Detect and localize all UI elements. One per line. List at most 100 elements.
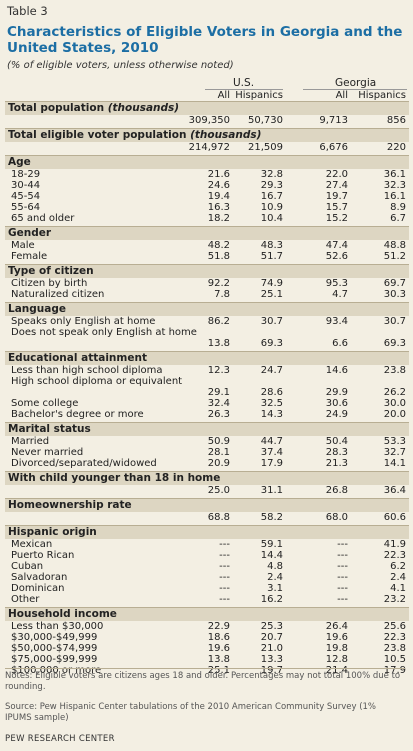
section-header: Language xyxy=(5,302,409,316)
section-header: Marital status xyxy=(5,422,409,436)
group-georgia: Georgia xyxy=(335,77,377,89)
value-us-all: 28.1 xyxy=(207,447,230,458)
value-ga-all: --- xyxy=(337,583,348,594)
row-label: Speaks only English at home xyxy=(11,316,156,327)
section-header: Gender xyxy=(5,226,409,240)
table-row: Naturalized citizen 7.8 25.1 4.7 30.3 xyxy=(5,289,409,300)
row-label: Married xyxy=(11,436,50,447)
value-us-hispanics: 21.0 xyxy=(260,643,283,654)
value-ga-all: 6.6 xyxy=(332,338,348,349)
value-ga-hispanics: 20.0 xyxy=(383,409,406,420)
row-label: $75,000-$99,999 xyxy=(11,654,98,665)
value-us-hispanics: 4.8 xyxy=(267,561,283,572)
value-ga-all: --- xyxy=(337,594,348,605)
table-row: 68.8 58.2 68.0 60.6 xyxy=(5,512,409,523)
section-title-note: (thousands) xyxy=(190,129,262,141)
row-label: Less than high school diploma xyxy=(11,365,163,376)
row-label: Cuban xyxy=(11,561,44,572)
value-us-hispanics: 14.4 xyxy=(260,550,283,561)
section-title: Homeownership rate xyxy=(8,499,132,512)
value-ga-all: 26.8 xyxy=(325,485,348,496)
value-ga-hispanics: 4.1 xyxy=(390,583,406,594)
value-us-all: 18.6 xyxy=(207,632,230,643)
section-title-text: Type of citizen xyxy=(8,265,94,277)
value-ga-hispanics: 60.6 xyxy=(383,512,406,523)
value-ga-hispanics: 856 xyxy=(386,115,406,126)
value-ga-all: 14.6 xyxy=(325,365,348,376)
table-row: Bachelor's degree or more 26.3 14.3 24.9 20.… xyxy=(5,409,409,420)
value-ga-all: 9,713 xyxy=(319,115,348,126)
table-label: Table 3 xyxy=(7,4,48,18)
value-ga-all: 47.4 xyxy=(325,240,348,251)
table-row: 65 and older 18.2 10.4 15.2 6.7 xyxy=(5,213,409,224)
section-title: Type of citizen xyxy=(8,265,94,278)
value-us-all: 68.8 xyxy=(207,512,230,523)
value-ga-all: 12.8 xyxy=(325,654,348,665)
value-us-hispanics: 14.3 xyxy=(260,409,283,420)
group-underline xyxy=(205,89,283,90)
value-us-hispanics: 30.7 xyxy=(260,316,283,327)
value-us-all: 26.3 xyxy=(207,409,230,420)
row-label: Mexican xyxy=(11,539,53,550)
value-ga-all: 29.9 xyxy=(325,387,348,398)
value-ga-all: 15.2 xyxy=(325,213,348,224)
value-us-hispanics: 19.7 xyxy=(260,665,283,676)
value-us-hispanics: 31.1 xyxy=(260,485,283,496)
value-ga-hispanics: 16.1 xyxy=(383,191,406,202)
value-ga-hispanics: 69.7 xyxy=(383,278,406,289)
value-ga-hispanics: 30.3 xyxy=(383,289,406,300)
table-row: Male 48.2 48.3 47.4 48.8 xyxy=(5,240,409,251)
table-row: Does not speak only English at home 13.8 6… xyxy=(5,327,409,349)
row-label: Citizen by birth xyxy=(11,278,88,289)
row-label: 55-64 xyxy=(11,202,41,213)
table-row: Divorced/separated/widowed 20.9 17.9 21.3 14… xyxy=(5,458,409,469)
value-us-all: 25.1 xyxy=(207,665,230,676)
row-label: $50,000-$74,999 xyxy=(11,643,98,654)
table-row: Married 50.9 44.7 50.4 53.3 xyxy=(5,436,409,447)
section-header: With child younger than 18 in home xyxy=(5,471,409,485)
table-row: Puerto Rican --- 14.4 --- 22.3 xyxy=(5,550,409,561)
row-label: Divorced/separated/widowed xyxy=(11,458,157,469)
value-ga-hispanics: 41.9 xyxy=(383,539,406,550)
section-title: With child younger than 18 in home xyxy=(8,472,220,485)
value-ga-hispanics: 32.3 xyxy=(383,180,406,191)
table-row: Salvadoran --- 2.4 --- 2.4 xyxy=(5,572,409,583)
value-ga-hispanics: 6.2 xyxy=(390,561,406,572)
section-title: Age xyxy=(8,156,31,169)
value-us-all: 32.4 xyxy=(207,398,230,409)
row-label: 30-44 xyxy=(11,180,41,191)
row-label: Does not speak only English at home xyxy=(11,327,197,338)
value-ga-all: 22.0 xyxy=(325,169,348,180)
section-header: Hispanic origin xyxy=(5,525,409,539)
value-us-all: 12.3 xyxy=(207,365,230,376)
section-title: Hispanic origin xyxy=(8,526,97,539)
row-label: Salvadoran xyxy=(11,572,68,583)
row-label: High school diploma or equivalent xyxy=(11,376,183,387)
value-us-all: 21.6 xyxy=(207,169,230,180)
value-ga-all: 68.0 xyxy=(325,512,348,523)
col-us-hispanics: Hispanics xyxy=(235,90,283,101)
value-us-hispanics: 3.1 xyxy=(267,583,283,594)
section-title: Educational attainment xyxy=(8,352,147,365)
row-label: Naturalized citizen xyxy=(11,289,105,300)
value-ga-all: 93.4 xyxy=(325,316,348,327)
value-us-all: --- xyxy=(219,550,230,561)
value-us-all: 19.6 xyxy=(207,643,230,654)
section-title-text: Homeownership rate xyxy=(8,499,132,511)
value-ga-hispanics: 53.3 xyxy=(383,436,406,447)
table-row: $100,000 or more 25.1 19.7 21.4 17.9 xyxy=(5,665,409,676)
table-row: Some college 32.4 32.5 30.6 30.0 xyxy=(5,398,409,409)
value-us-hispanics: 10.4 xyxy=(260,213,283,224)
value-ga-hispanics: 2.4 xyxy=(390,572,406,583)
row-label: Never married xyxy=(11,447,84,458)
value-us-hispanics: 10.9 xyxy=(260,202,283,213)
table-source: Source: Pew Hispanic Center tabulations … xyxy=(5,702,376,723)
section-title-text: Total eligible voter population xyxy=(8,129,187,141)
value-ga-all: 21.4 xyxy=(325,665,348,676)
value-us-hispanics: 2.4 xyxy=(267,572,283,583)
section-title: Total eligible voter population (thousan… xyxy=(8,129,261,142)
value-us-hispanics: 50,730 xyxy=(248,115,283,126)
section-header: Educational attainment xyxy=(5,351,409,365)
value-us-hispanics: 25.1 xyxy=(260,289,283,300)
